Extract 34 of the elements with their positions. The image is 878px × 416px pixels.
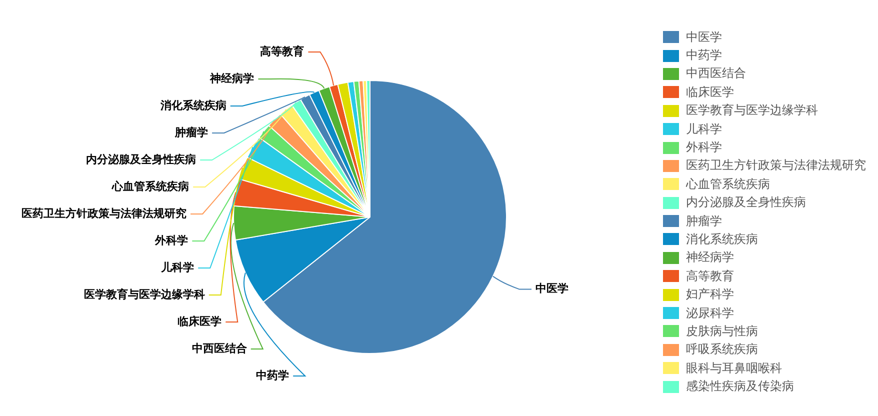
legend-label: 医学教育与医学边缘学科 xyxy=(686,102,818,120)
slice-label: 中西医结合 xyxy=(192,342,248,355)
legend-label: 儿科学 xyxy=(686,120,722,138)
slice-label: 中医学 xyxy=(536,282,568,296)
legend-label: 呼吸系统疾病 xyxy=(686,341,758,358)
legend-label: 外科学 xyxy=(686,139,722,156)
slice-label: 心血管系统疾病 xyxy=(111,180,190,193)
legend-label: 医药卫生方针政策与法律法规研究 xyxy=(686,157,866,174)
legend-label: 中医学 xyxy=(686,28,722,46)
legend-label: 高等教育 xyxy=(686,268,734,285)
slice-label: 肿瘤学 xyxy=(174,126,208,139)
slice-label: 内分泌腺及全身性疾病 xyxy=(86,152,196,166)
legend-label: 泌尿科学 xyxy=(686,304,734,322)
legend-label: 神经病学 xyxy=(686,249,734,266)
slice-label: 高等教育 xyxy=(260,44,304,58)
legend-label: 眼科与耳鼻咽喉科 xyxy=(686,360,782,377)
legend-label: 感染性疾病及传染病 xyxy=(686,378,794,396)
legend-label: 中西医结合 xyxy=(686,65,746,82)
slice-label: 医药卫生方针政策与法律法规研究 xyxy=(22,206,187,220)
slice-label: 儿科学 xyxy=(160,260,194,274)
slice-label: 临床医学 xyxy=(178,314,222,328)
legend-label: 临床医学 xyxy=(686,84,734,101)
legend-label: 妇产科学 xyxy=(686,286,734,304)
legend-label: 肿瘤学 xyxy=(686,212,722,230)
legend-label: 皮肤病与性病 xyxy=(686,322,758,340)
slice-label: 医学教育与医学边缘学科 xyxy=(84,288,205,301)
slice-label: 中药学 xyxy=(256,368,290,382)
legend-label: 心血管系统疾病 xyxy=(686,176,770,193)
slice-label: 神经病学 xyxy=(209,72,254,85)
legend-label: 中药学 xyxy=(686,47,722,64)
legend-label: 消化系统疾病 xyxy=(686,230,758,248)
slice-label: 外科学 xyxy=(154,234,188,247)
legend-label: 内分泌腺及全身性疾病 xyxy=(686,194,806,212)
slice-label: 消化系统疾病 xyxy=(159,98,226,112)
